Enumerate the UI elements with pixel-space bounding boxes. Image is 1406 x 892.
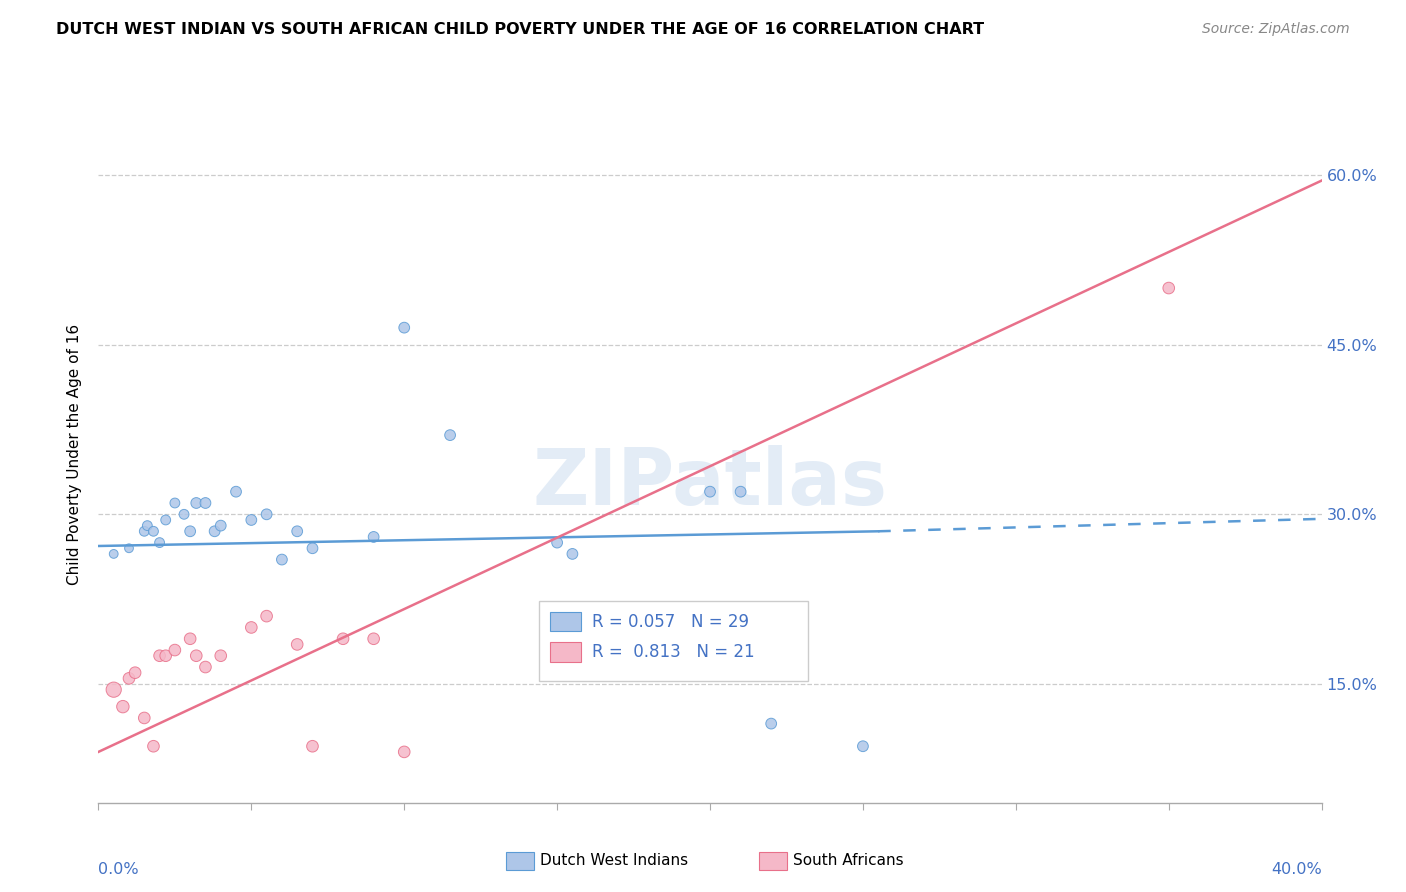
Point <box>163 496 186 510</box>
Point <box>439 428 461 442</box>
Point <box>134 524 156 539</box>
Point <box>240 513 263 527</box>
Point <box>179 632 201 646</box>
Point <box>285 524 308 539</box>
Point <box>285 637 308 651</box>
Point <box>134 711 156 725</box>
Point <box>118 541 141 556</box>
Point <box>363 530 385 544</box>
Point <box>730 484 752 499</box>
Y-axis label: Child Poverty Under the Age of 16: Child Poverty Under the Age of 16 <box>67 325 83 585</box>
Point <box>194 496 217 510</box>
Point <box>111 699 134 714</box>
Point <box>142 739 165 754</box>
Point <box>136 518 159 533</box>
Point <box>301 541 323 556</box>
Point <box>186 648 208 663</box>
Point <box>209 648 232 663</box>
Text: DUTCH WEST INDIAN VS SOUTH AFRICAN CHILD POVERTY UNDER THE AGE OF 16 CORRELATION: DUTCH WEST INDIAN VS SOUTH AFRICAN CHILD… <box>56 22 984 37</box>
Text: R =  0.813   N = 21: R = 0.813 N = 21 <box>592 643 755 661</box>
Point <box>204 524 226 539</box>
Point <box>332 632 354 646</box>
Point <box>155 513 177 527</box>
Point <box>256 609 278 624</box>
Point <box>118 671 141 685</box>
Point <box>124 665 146 680</box>
Point <box>155 648 177 663</box>
Point <box>392 745 416 759</box>
Point <box>142 524 165 539</box>
Point <box>149 535 172 549</box>
Point <box>103 682 125 697</box>
Point <box>225 484 247 499</box>
Point <box>270 552 292 566</box>
Text: 0.0%: 0.0% <box>98 862 139 877</box>
Point <box>1157 281 1180 295</box>
Point <box>209 518 232 533</box>
Point <box>852 739 875 754</box>
Point <box>699 484 721 499</box>
Point <box>103 547 125 561</box>
Point <box>240 620 263 634</box>
Point <box>301 739 323 754</box>
Text: Source: ZipAtlas.com: Source: ZipAtlas.com <box>1202 22 1350 37</box>
Point <box>392 320 416 334</box>
Point <box>186 496 208 510</box>
Point <box>149 648 172 663</box>
Text: 40.0%: 40.0% <box>1271 862 1322 877</box>
Text: Dutch West Indians: Dutch West Indians <box>540 854 688 868</box>
Point <box>173 508 195 522</box>
Point <box>561 547 583 561</box>
Point <box>256 508 278 522</box>
Point <box>194 660 217 674</box>
Point <box>546 535 568 549</box>
Point <box>759 716 782 731</box>
Text: South Africans: South Africans <box>793 854 904 868</box>
Point <box>163 643 186 657</box>
Point <box>363 632 385 646</box>
Text: R = 0.057   N = 29: R = 0.057 N = 29 <box>592 613 749 631</box>
Point <box>179 524 201 539</box>
Text: ZIPatlas: ZIPatlas <box>533 445 887 521</box>
